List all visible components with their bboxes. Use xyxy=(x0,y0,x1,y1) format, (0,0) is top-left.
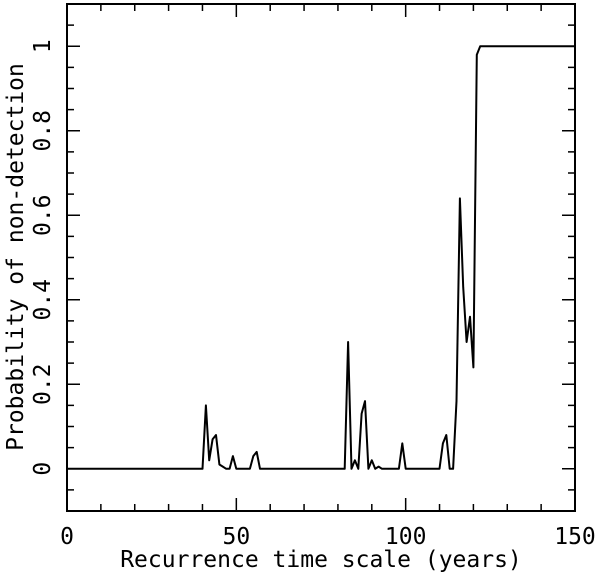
x-tick-label: 0 xyxy=(60,524,74,550)
x-tick-label: 150 xyxy=(554,524,596,550)
x-tick-labels: 0 50 100 150 xyxy=(60,524,596,550)
series-group xyxy=(67,45,575,470)
y-tick-label: 0.4 xyxy=(30,279,56,321)
y-tick-labels: 0 0.2 0.4 0.6 0.8 1 xyxy=(30,39,56,475)
tick-marks xyxy=(66,3,576,512)
y-tick-label: 0.8 xyxy=(30,110,56,152)
y-tick-label: 0.2 xyxy=(30,363,56,405)
y-tick-label: 0 xyxy=(30,462,56,476)
x-tick-label: 100 xyxy=(385,524,427,550)
x-axis-label: Recurrence time scale (years) xyxy=(120,547,522,573)
plot-frame xyxy=(66,3,576,512)
x-tick-label: 50 xyxy=(222,524,250,550)
y-tick-label: 1 xyxy=(30,39,56,53)
y-tick-label: 0.6 xyxy=(30,194,56,236)
series-line xyxy=(67,45,575,470)
y-axis-label: Probability of non-detection xyxy=(3,63,29,451)
